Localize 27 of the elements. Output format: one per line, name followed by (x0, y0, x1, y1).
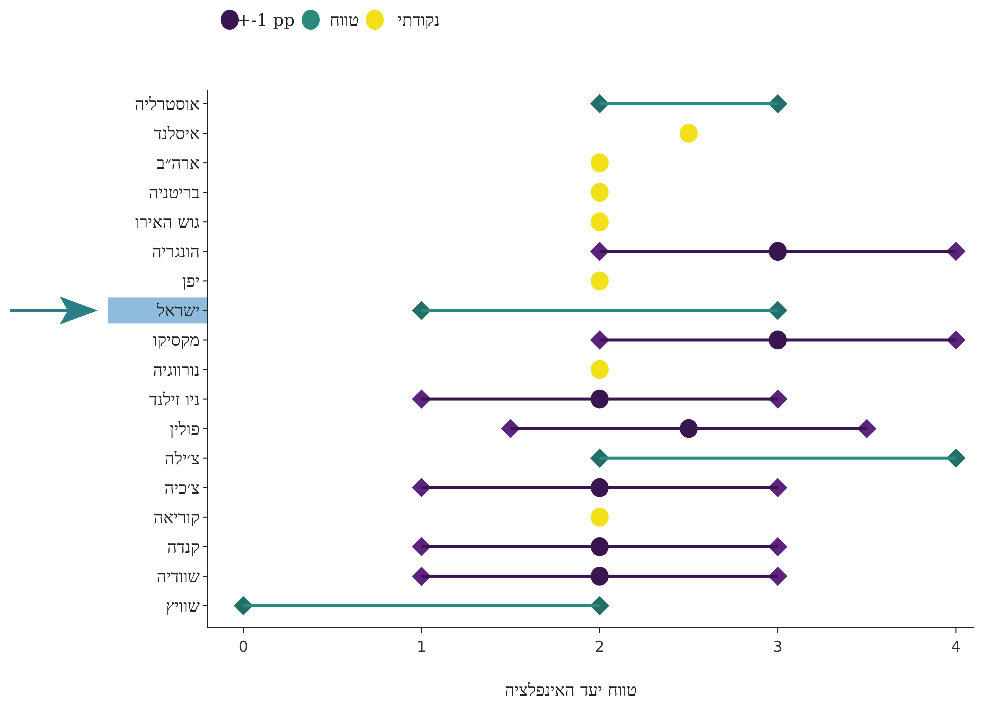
y-tick-label: קנדה (167, 538, 200, 558)
y-tick-label: אוסטרליה (134, 95, 200, 115)
y-tick-label: ארה״ב (157, 154, 200, 174)
x-tick-label: 3 (773, 638, 783, 656)
y-tick-label: ישראל (156, 302, 200, 322)
y-tick-label: פולין (170, 420, 200, 440)
y-tick-label: קוריאה (154, 508, 200, 528)
y-tick-label: ניו זילנד (149, 390, 200, 410)
legend-label: טווח (330, 11, 359, 31)
legend-label: נקודתי (398, 11, 440, 31)
y-tick-label: איסלנד (154, 124, 200, 145)
y-tick-label: בריטניה (148, 184, 200, 204)
y-tick-label: נורווגיה (153, 360, 200, 381)
x-axis-title: טווח יעד האינפלציה (504, 681, 638, 701)
x-tick-label: 4 (951, 638, 961, 656)
y-tick-label: צ׳כיה (164, 478, 200, 499)
y-tick-label: מקסיקו (153, 331, 200, 352)
y-tick-label: גוש האירו (135, 213, 200, 234)
y-tick-label: צ׳ילה (164, 449, 200, 470)
y-tick-label: יפן (182, 272, 200, 292)
x-tick-label: 1 (416, 638, 427, 656)
y-tick-label: הונגריה (152, 242, 200, 263)
y-tick-label: שוויץ (166, 597, 200, 617)
x-tick-label: 2 (595, 638, 605, 656)
legend-label: +-1 pp (237, 11, 296, 31)
y-tick-label: שוודיה (156, 567, 200, 588)
x-tick-label: 0 (238, 638, 248, 656)
